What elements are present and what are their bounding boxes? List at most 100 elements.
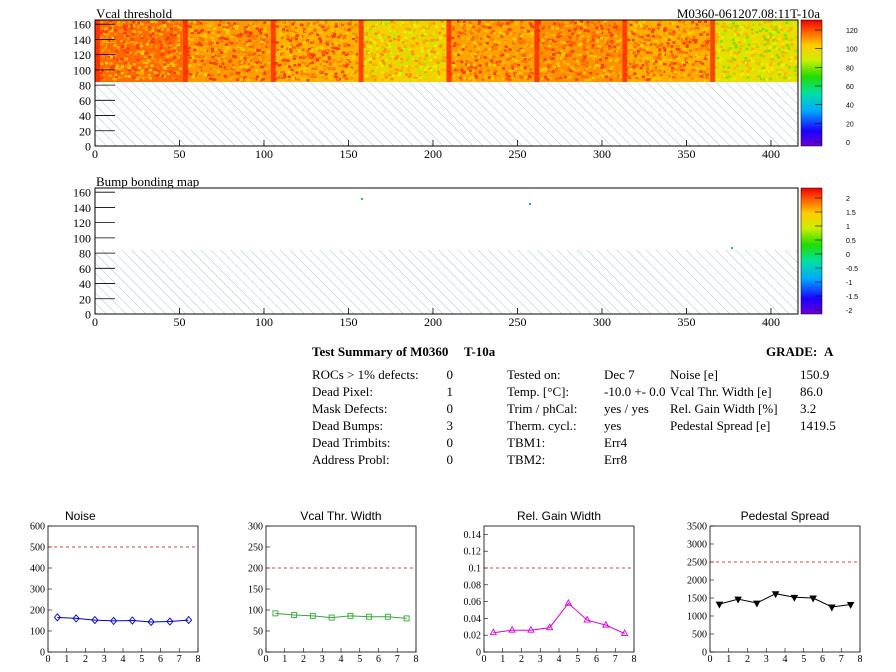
pixel-cell: [696, 26, 700, 30]
pixel-cell: [468, 62, 472, 65]
pixel-cell: [262, 60, 266, 64]
pixel-cell: [455, 43, 459, 46]
pixel-cell: [619, 38, 623, 42]
pixel-cell: [232, 77, 236, 81]
pixel-cell: [568, 40, 571, 44]
pixel-cell: [460, 60, 464, 64]
pixel-cell: [663, 49, 667, 52]
pixel-cell: [119, 39, 123, 43]
pixel-cell: [463, 32, 467, 36]
pixel-cell: [594, 32, 598, 35]
pixel-cell: [399, 23, 403, 27]
pixel-cell: [659, 52, 663, 55]
color-palette: [800, 19, 823, 147]
y-tick-label: 3000: [687, 540, 707, 551]
x-tick-label: 5: [575, 654, 580, 665]
pixel-cell: [354, 69, 358, 73]
pixel-cell: [758, 29, 762, 33]
pixel-cell: [779, 54, 783, 58]
pixel-cell: [728, 47, 732, 50]
pixel-cell: [230, 24, 234, 27]
pixel-cell: [682, 28, 686, 31]
x-tick-label: 3: [320, 654, 325, 665]
pixel-cell: [770, 22, 774, 25]
pixel-cell: [458, 26, 462, 29]
pixel-cell: [395, 68, 399, 71]
data-point: [602, 620, 610, 628]
pixel-cell: [333, 59, 337, 62]
pixel-cell: [484, 29, 488, 33]
pixel-cell: [687, 54, 691, 58]
pixel-cell: [322, 62, 326, 66]
pixel-cell: [308, 56, 312, 60]
pixel-cell: [236, 78, 239, 81]
pixel-cell: [311, 70, 314, 73]
pixel-cell: [723, 70, 726, 74]
pixel-cell: [340, 27, 344, 31]
pixel-cell: [414, 33, 418, 37]
pixel-cell: [308, 48, 312, 51]
pixel-cell: [199, 22, 203, 25]
pixel-cell: [174, 20, 178, 23]
pixel-cell: [286, 59, 290, 62]
pixel-cell: [122, 26, 126, 29]
pixel-cell: [647, 60, 650, 63]
pixel-cell: [763, 43, 767, 46]
pixel-cell: [468, 69, 472, 72]
pixel-cell: [264, 62, 268, 65]
pixel-cell: [691, 32, 695, 36]
pixel-cell: [781, 42, 785, 45]
pixel-cell: [336, 36, 340, 39]
pixel-cell: [286, 29, 290, 32]
pixel-cell: [764, 49, 768, 53]
pixel-cell: [277, 20, 281, 23]
pixel-cell: [507, 31, 511, 34]
pixel-cell: [330, 61, 334, 64]
pixel-cell: [636, 43, 640, 47]
pixel-cell: [781, 35, 785, 38]
pixel-cell: [247, 25, 251, 29]
pixel-cell: [196, 71, 199, 75]
x-tick-label: 8: [858, 654, 863, 665]
summary-label: TBM2:: [507, 452, 545, 467]
pixel-cell: [500, 22, 504, 26]
pixel-cell: [253, 37, 257, 40]
pixel-cell: [461, 27, 465, 30]
pixel-cell: [497, 41, 501, 44]
pixel-cell: [731, 57, 735, 61]
pixel-cell: [478, 28, 482, 31]
pixel-cell: [408, 53, 412, 57]
x-tick-label: 6: [376, 654, 381, 665]
pixel-cell: [411, 44, 415, 48]
pixel-cell: [369, 61, 372, 64]
pixel-cell: [747, 43, 751, 46]
pixel-cell: [250, 53, 254, 57]
pixel-cell: [160, 44, 164, 47]
pixel-cell: [555, 53, 559, 57]
pixel-cell: [275, 30, 279, 33]
pixel-cell: [553, 40, 557, 43]
pixel-cell: [690, 77, 694, 81]
pixel-cell: [467, 69, 471, 72]
pixel-cell: [132, 35, 136, 39]
pixel-cell: [432, 47, 436, 50]
pixel-cell: [570, 53, 574, 56]
pixel-cell: [474, 41, 478, 45]
pixel-cell: [122, 21, 126, 25]
pixel-cell: [683, 76, 687, 79]
pixel-cell: [465, 63, 469, 66]
pixel-cell: [542, 40, 546, 43]
pixel-cell: [493, 72, 497, 76]
pixel-cell: [213, 75, 217, 79]
pixel-cell: [99, 31, 103, 35]
pixel-cell: [162, 21, 166, 24]
pixel-cell: [700, 47, 704, 50]
pixel-cell: [188, 64, 192, 67]
pixel-cell: [419, 62, 423, 66]
pixel-cell: [723, 29, 727, 32]
pixel-cell: [680, 50, 684, 54]
pixel-cell: [228, 71, 232, 74]
pixel-cell: [121, 74, 125, 77]
pixel-cell: [250, 62, 253, 65]
summary-label: Vcal Thr. Width [e]: [670, 384, 772, 399]
